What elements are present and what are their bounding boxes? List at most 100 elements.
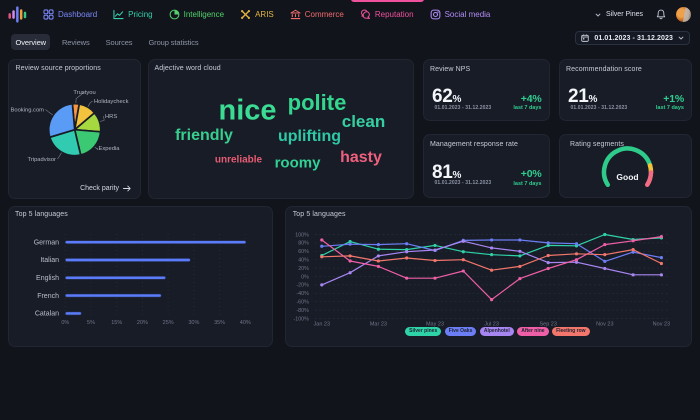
line-x-tick-label: Nov 23	[596, 321, 613, 327]
line-y-tick-label: -60%	[296, 299, 309, 305]
kpi-delta-period: last 7 days	[513, 180, 542, 187]
line-x-tick-label: Sep 23	[539, 321, 556, 327]
user-avatar[interactable]	[676, 7, 691, 22]
bar-x-tick-label: 5%	[87, 320, 95, 326]
card-title: Rating segments	[570, 141, 625, 148]
nav-item-aris[interactable]: ARIS	[240, 9, 274, 20]
legend-pill-fleeting-row[interactable]: Fleeting row	[552, 327, 590, 336]
card-title: Adjective word cloud	[154, 65, 221, 72]
card-title: Review NPS	[430, 65, 471, 73]
bell-icon[interactable]	[656, 9, 666, 20]
nav-menu: Dashboard Pricing Intelligence ARIS Commerce…	[43, 0, 506, 20]
top-navigation: Dashboard Pricing Intelligence ARIS Commerce…	[0, 0, 700, 29]
account-switcher[interactable]: Silver Pines	[595, 11, 643, 18]
grid-icon	[43, 9, 54, 20]
tab-group-statistics[interactable]: Group statistics	[148, 37, 199, 47]
line-y-tick-label: 80%	[298, 240, 309, 246]
bar-x-tick-label: 40%	[240, 320, 251, 326]
active-nav-indicator	[350, 0, 424, 2]
pie-label: HRS	[105, 114, 117, 120]
nav-item-intelligence[interactable]: Intelligence	[169, 9, 224, 20]
kpi-delta: +1%	[663, 92, 684, 105]
nav-item-pricing[interactable]: Pricing	[113, 9, 153, 20]
kpi-period: 01.01.2023 - 31.12.2023	[434, 104, 492, 111]
top5-languages-lines-card: Top 5 languages 100% 80% 60% 40% 20% 0% -20% -4…	[284, 205, 692, 347]
account-name: Silver Pines	[606, 11, 643, 18]
kpi-delta: +0%	[520, 168, 542, 180]
adjective-word-cloud-card: Adjective word cloud nice polite clean frie…	[147, 58, 415, 199]
bar-x-tick-label: 0%	[61, 320, 69, 326]
pie-label: Trustyou	[73, 90, 95, 96]
top5-languages-bars-card: Top 5 languages 0% 5% 15% 20% 25% 30% 35% 40% Ge…	[8, 205, 273, 347]
tabs: Overview Reviews Sources Group statistics	[11, 34, 203, 50]
gauge-chart	[601, 146, 654, 188]
card-title: Top 5 languages	[15, 211, 68, 218]
recommendation-score-card: Recommendation score 21% 01.01.2023 - 31…	[559, 58, 692, 121]
line-chart: 100% 80% 60% 40% 20% 0% -20% -40% -60% -80% -100% J…	[293, 232, 670, 327]
series-line-silver-pines	[321, 233, 662, 257]
bar-category-label: German	[34, 239, 59, 246]
nav-item-label: Reputation	[374, 10, 414, 19]
pie-chart: Trustyou Holidaycheck HRS Expedia Tripadviso…	[10, 90, 128, 163]
kpi-delta-period: last 7 days	[513, 105, 542, 111]
kpi-value: 21%	[568, 86, 598, 107]
check-parity-link[interactable]: Check parity	[80, 185, 131, 192]
review-nps-card: Review NPS 62% 01.01.2023 - 31.12.2023 +…	[423, 58, 550, 121]
nav-item-commerce[interactable]: Commerce	[290, 9, 344, 20]
cloud-word: clean	[341, 111, 386, 131]
tab-sources[interactable]: Sources	[105, 37, 133, 47]
nav-item-reputation[interactable]: Reputation	[350, 0, 424, 20]
date-range-picker[interactable]: 01.01.2023 - 31.12.2023	[575, 31, 690, 45]
bar-chart: 0% 5% 15% 20% 25% 30% 35% 40% German Italian Engli…	[34, 233, 251, 326]
chart-line-icon	[113, 9, 124, 20]
cloud-word: unreliable	[214, 154, 263, 166]
line-y-tick-label: 40%	[298, 257, 309, 263]
kpi-delta: +4%	[520, 92, 542, 105]
kpi-delta-period: last 7 days	[655, 105, 684, 111]
legend-pill-after-nine[interactable]: After nine	[517, 327, 549, 336]
card-title: Management response rate	[430, 141, 519, 148]
nav-item-label: Pricing	[128, 10, 153, 19]
chat-bubbles-icon	[360, 9, 370, 19]
line-y-tick-label: 60%	[298, 249, 309, 255]
pie-slice-tripadvisor[interactable]	[48, 128, 82, 156]
line-x-tick-label: Nov 23	[652, 321, 669, 327]
app-logo-icon[interactable]	[8, 5, 29, 25]
line-x-tick-label: Mar 23	[370, 321, 387, 327]
pie-label: Expedia	[99, 146, 121, 152]
pie-slice-booking-com[interactable]	[47, 102, 76, 138]
bar-category-label: French	[37, 292, 59, 299]
gauge-label: Good	[616, 171, 639, 182]
nav-right: Silver Pines	[595, 7, 691, 22]
legend-pill-five-oaks[interactable]: Five Oaks	[444, 327, 477, 336]
legend-pill-alpenhotel[interactable]: Alpenhotel	[479, 327, 514, 336]
bar-category-label: English	[36, 275, 59, 282]
management-response-rate-card: Management response rate 81% 01.01.2023 …	[423, 134, 550, 198]
cloud-word: nice	[218, 94, 277, 127]
legend-pill-silver-pines[interactable]: Silver pines	[405, 327, 442, 336]
tab-bar: Overview Reviews Sources Group statistics 0…	[0, 29, 700, 55]
nav-item-social-media[interactable]: Social media	[430, 9, 491, 20]
tab-reviews[interactable]: Reviews	[61, 37, 90, 47]
instagram-icon	[430, 9, 440, 20]
pie-circle-icon	[169, 9, 180, 20]
card-title: Recommendation score	[566, 65, 642, 73]
review-source-proportions-card: Review source proportions Trustyou Holida…	[8, 58, 141, 199]
line-x-tick-label: Jul 23	[484, 321, 499, 327]
nav-item-dashboard[interactable]: Dashboard	[43, 9, 97, 20]
chevron-down-icon	[595, 13, 601, 16]
tab-overview[interactable]: Overview	[11, 34, 51, 50]
kpi-value: 81%	[432, 161, 462, 183]
cloud-word: roomy	[274, 154, 321, 171]
bar-x-tick-label: 35%	[214, 320, 225, 326]
bar-x-tick-label: 25%	[163, 320, 174, 326]
line-y-tick-label: -100%	[293, 316, 309, 322]
nav-item-label: Social media	[444, 10, 491, 19]
arrow-right-icon	[123, 185, 131, 191]
cloud-word: polite	[287, 90, 347, 115]
gauge-segment-bad	[644, 170, 654, 188]
cloud-word: hasty	[340, 148, 382, 166]
gauge-segment-good	[601, 146, 653, 188]
check-parity-label: Check parity	[80, 184, 119, 192]
